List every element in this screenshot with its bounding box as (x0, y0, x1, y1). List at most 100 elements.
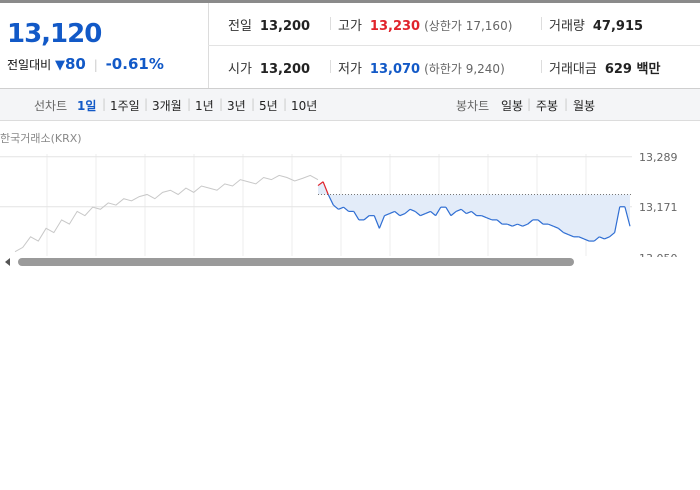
price-segment (512, 223, 518, 227)
tab-group-label: 봉차트 (456, 99, 490, 113)
price-segment (445, 206, 452, 216)
separator: | (219, 97, 224, 111)
separator: | (251, 97, 256, 111)
price-segment (517, 223, 523, 227)
separator: | (144, 97, 149, 111)
separator: | (283, 97, 288, 111)
source: 한국거래소(KRX) (0, 132, 82, 145)
stat-label: 거래대금 (549, 62, 597, 77)
stat-note: (상한가 17,160) (424, 19, 513, 33)
price-segment (553, 225, 559, 229)
separator: | (564, 97, 569, 111)
separator (541, 60, 542, 73)
tab[interactable]: 주봉 (536, 99, 559, 113)
tab[interactable]: 3년 (227, 99, 246, 113)
separator (541, 17, 542, 30)
change-pct: -0.61% (105, 55, 164, 73)
tab[interactable]: 5년 (259, 99, 278, 113)
price-segment (537, 219, 544, 225)
tab[interactable]: 1주일 (110, 99, 140, 113)
area-fill (318, 181, 630, 242)
price-segment (466, 210, 472, 215)
price-segment (409, 208, 416, 212)
stat-value: 13,230 (369, 19, 421, 34)
stat-label: 거래량 (549, 19, 585, 34)
price-segment (455, 208, 462, 212)
price-segment (486, 217, 493, 221)
y-tick-label: 13,289 (639, 151, 678, 164)
tab[interactable]: 일봉 (501, 99, 524, 113)
tab[interactable]: 월봉 (573, 99, 596, 113)
stat-label: 저가 (338, 62, 362, 77)
separator: | (102, 97, 107, 111)
price-segment (593, 236, 600, 242)
stat-label: 시가 (228, 62, 252, 77)
change-arrow: ▼ (55, 58, 65, 73)
price-segment (384, 212, 390, 217)
change-label: 전일대비 (7, 58, 52, 72)
price-segment (563, 232, 569, 236)
price-segment (420, 212, 426, 217)
price-segment (327, 194, 334, 206)
price-segment (425, 210, 431, 215)
price-segment (578, 236, 585, 240)
price-box: 13,120 전일대비 ▼80 | -0.61% (0, 3, 209, 88)
stats-row: 전일 13,200 고가 13,230 (상한가 17,160) 거래량 47,915 (208, 3, 700, 46)
tab[interactable]: 1년 (195, 99, 214, 113)
stat-value: 47,915 (592, 19, 644, 34)
stat: 전일 13,200 (228, 15, 310, 34)
prev-line (14, 174, 319, 253)
stat: 시가 13,200 (228, 58, 310, 77)
stat: 거래량 47,915 (549, 15, 643, 34)
price-segment (332, 204, 339, 210)
y-tick-label: 13,171 (639, 201, 678, 214)
price-segment (414, 210, 421, 217)
separator: | (527, 97, 532, 111)
separator: | (187, 97, 192, 111)
stat: 고가 13,230 (상한가 17,160) (338, 15, 512, 34)
price-segment (343, 206, 350, 212)
price-segment (353, 211, 360, 221)
tab[interactable]: 1일 (77, 99, 97, 113)
price-segment (471, 210, 477, 217)
tab[interactable]: 10년 (291, 99, 318, 113)
price-segment (378, 215, 386, 229)
price-segment (624, 206, 631, 227)
price-segment (609, 232, 616, 238)
price-segment (450, 210, 457, 217)
price-segment (373, 215, 380, 229)
price-segment (389, 210, 395, 215)
price-segment (568, 234, 574, 238)
tab-group-label: 선차트 (34, 99, 68, 113)
price-segment (399, 212, 406, 217)
price-segment (404, 208, 411, 214)
price-segment (363, 215, 370, 221)
price-segment (460, 208, 467, 214)
stat-note: (하한가 9,240) (424, 62, 505, 76)
quote-panel: 13,120 전일대비 ▼80 | -0.61% 전일 13,200 고가 13,23… (0, 0, 700, 88)
price-segment (558, 227, 564, 234)
price-segment (507, 223, 513, 227)
stat: 저가 13,070 (하한가 9,240) (338, 58, 505, 77)
price-segment (317, 181, 324, 187)
scrollbar (18, 258, 574, 266)
stat-value: 13,200 (259, 62, 311, 77)
tab[interactable]: 3개월 (152, 99, 182, 113)
price-segment (614, 206, 621, 233)
stat: 거래대금 629 백만 (549, 58, 660, 77)
price-segment (547, 223, 554, 227)
price-segment (527, 219, 534, 225)
separator (330, 60, 331, 73)
stat-label: 전일 (228, 19, 252, 34)
price: 13,120 (7, 19, 102, 49)
price-segment (599, 236, 605, 240)
stat-value: 13,200 (259, 19, 311, 34)
price-segment (604, 236, 610, 240)
scroll-left (5, 258, 10, 266)
change: 전일대비 ▼80 | -0.61% (7, 55, 164, 73)
stats-row: 시가 13,200 저가 13,070 (하한가 9,240) 거래대금 629 백만 (208, 46, 700, 88)
price-segment (481, 215, 488, 219)
stat-value: 13,070 (369, 62, 421, 77)
